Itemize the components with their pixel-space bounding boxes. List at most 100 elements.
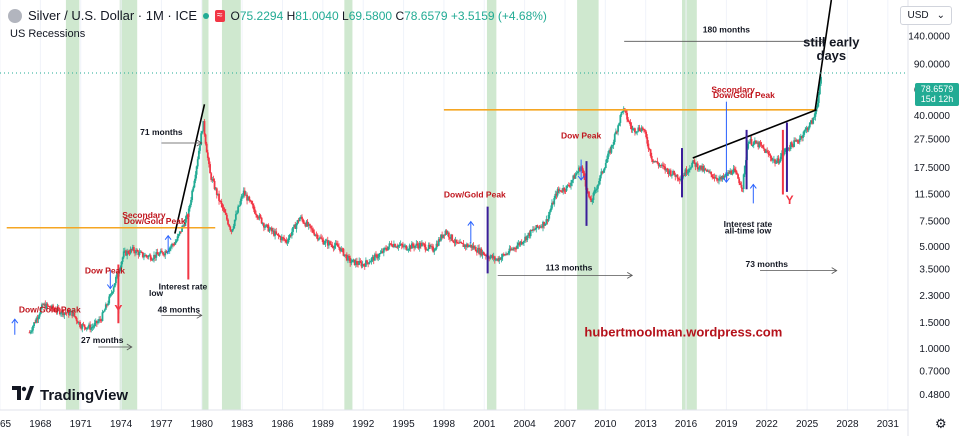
candle-body [678,179,681,181]
candle-body [72,312,75,317]
candle-body [805,127,808,130]
up-arrow-head [11,318,19,324]
candle-body [54,309,57,312]
candle-body [591,199,594,203]
candle-body [672,170,674,175]
candle-body [95,320,98,324]
candle-body [741,187,744,189]
candle-body [671,174,673,176]
candle-body [595,188,598,190]
candle-body [674,174,677,177]
candle-body [398,245,401,247]
x-tick-label: 1974 [110,419,133,430]
candle-body [742,174,745,189]
candle-body [137,251,140,256]
candle-body [126,250,129,256]
candle-body [171,244,173,247]
recession-band [577,0,599,410]
x-tick-label: 1986 [271,419,294,430]
candle-body [536,225,539,228]
chevron-down-icon: ⌄ [936,10,945,21]
candle-body [779,156,782,162]
candle-body [748,141,751,144]
candle-body [711,174,714,178]
tradingview-logo[interactable]: TradingView [12,386,128,404]
candle-body [625,110,627,113]
candle-body [361,264,364,267]
candle-body [268,229,271,232]
candle-body [321,238,324,240]
candle-body [715,177,718,180]
x-tick-label: 1971 [70,419,93,430]
gear-icon[interactable]: ⚙ [935,416,947,431]
y-tick-label: 2.3000 [919,291,950,302]
candle-body [195,166,198,175]
candle-body [599,175,602,182]
candle-body [634,128,636,133]
candle-body [697,168,700,170]
candle-body [43,303,46,305]
candle-body [638,127,641,131]
candle-body [699,165,701,169]
candle-body [296,220,299,224]
candle-body [579,167,581,172]
candle-body [55,311,58,313]
candle-body [39,308,42,314]
candle-body [452,240,455,243]
candle-body [162,252,164,255]
candle-body [806,127,809,131]
candle-body [635,132,637,134]
candle-body [78,321,80,324]
indicator-label[interactable]: US Recessions [10,28,86,40]
candle-body [685,169,688,174]
candle-body [653,161,655,163]
y-tick-label: 0.7000 [919,366,950,377]
candle-body [442,234,445,238]
candle-body [100,320,103,322]
candle-body [500,257,503,260]
candle-body [554,193,557,199]
candle-body [56,307,59,312]
candle-body [185,214,188,220]
candle-body [694,162,697,167]
y-tick-label: 1.0000 [919,344,950,355]
candle-body [807,127,810,131]
candle-body [640,127,643,132]
candle-body [658,165,661,167]
candle-body [803,130,806,135]
candle-body [83,324,86,328]
candle-body [695,163,698,167]
currency-selector[interactable]: USD ⌄ [900,6,952,25]
candle-body [90,327,93,330]
candle-body [219,200,222,202]
candle-body [529,229,532,237]
candle-body [641,127,644,129]
candle-body [796,140,799,142]
candle-body [201,131,204,134]
candle-body [113,283,116,288]
down-arrow-head [106,284,114,290]
candle-body [496,258,498,260]
up-arrow-head [749,183,757,189]
candle-body [373,254,376,261]
candle-body [647,143,650,149]
candle-body [657,163,660,166]
candle-body [545,219,548,224]
candle-body [721,176,724,180]
symbol-title[interactable]: Silver / U.S. Dollar · 1M · ICE [28,8,198,23]
candle-body [241,195,244,197]
candle-body [259,215,262,218]
candle-body [314,234,317,236]
candle-body [387,246,390,250]
candle-body [542,221,544,228]
candle-body [637,127,640,132]
candle-body [81,324,84,329]
chart-annotation: 27 months [81,335,124,345]
candle-body [291,231,293,236]
candle-body [401,245,404,247]
candle-body [503,254,506,256]
candle-body [419,243,422,247]
candle-body [35,318,38,323]
candle-body [331,244,334,247]
